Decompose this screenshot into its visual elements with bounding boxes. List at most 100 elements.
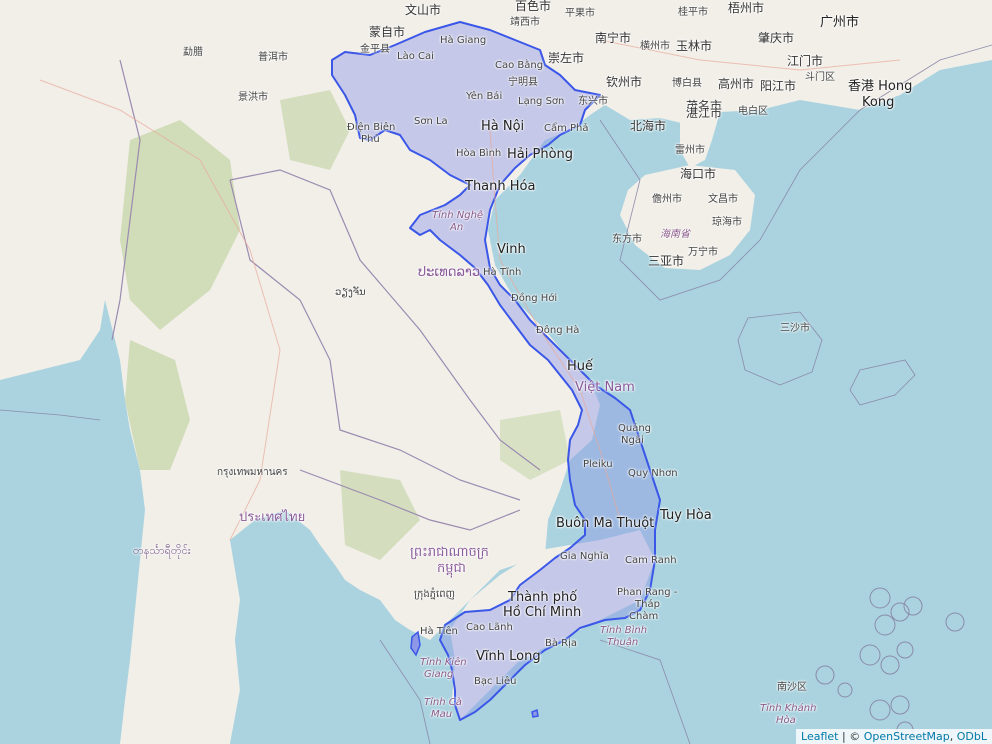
forest-patch (120, 120, 240, 330)
city-label: 横州市 (640, 41, 670, 52)
city-label: Cẩm Phả (544, 123, 589, 134)
city-label: 百色市 (515, 0, 552, 13)
city-label: Lạng Sơn (518, 96, 565, 107)
city-label: 玉林市 (676, 39, 713, 53)
osm-link[interactable]: OpenStreetMap (863, 730, 950, 743)
city-label: Buôn Ma Thuột (556, 516, 655, 531)
city-label: 江门市 (787, 54, 824, 68)
city-label: ວຽງຈັນ (335, 287, 366, 298)
city-label: Kong (862, 95, 895, 110)
city-label: Cam Ranh (625, 555, 677, 566)
province-label: An (450, 222, 464, 233)
odbl-link[interactable]: ODbL (956, 730, 987, 743)
city-label: 北海市 (630, 119, 667, 133)
reef-shape (880, 655, 900, 675)
city-label: Cao Lãnh (466, 622, 513, 633)
road-line (39, 79, 281, 541)
forest-patch (500, 410, 570, 480)
city-label: กรุงเทพมหานคร (217, 467, 288, 478)
maritime-boundary (599, 44, 992, 301)
attribution-separator: | (842, 730, 846, 743)
maritime-boundary (379, 639, 431, 744)
reef-shape (896, 641, 914, 659)
reef-shape (849, 359, 916, 406)
city-label: Lào Cai (397, 51, 434, 62)
con-dao-island (531, 708, 539, 718)
city-label: Hải Phòng (507, 147, 574, 162)
city-label: 阳江市 (760, 79, 797, 93)
city-label: ក្រុងភ្នំពេញ (414, 589, 456, 600)
city-label: Cao Bằng (495, 60, 544, 71)
city-label: 琼海市 (712, 217, 742, 228)
city-label: Vĩnh Long (476, 649, 541, 664)
city-label: 勐腊 (183, 47, 203, 58)
city-label: 文山市 (405, 3, 442, 17)
city-label: Hà Nội (481, 119, 525, 134)
maritime-boundary (599, 639, 691, 744)
city-label: 儋州市 (652, 194, 682, 205)
reef-shape (890, 602, 910, 622)
phu-quoc-island (410, 630, 421, 657)
city-label: 茂名市 (686, 99, 723, 113)
road-line (489, 129, 621, 521)
province-label: Giang (424, 669, 454, 680)
city-label: Hồ Chí Minh (503, 605, 582, 620)
city-label: Huế (567, 359, 594, 374)
city-label: 雷州市 (675, 145, 705, 156)
city-label: Sơn La (414, 116, 448, 127)
city-label: 平果市 (565, 8, 595, 19)
city-label: 电白区 (738, 106, 768, 117)
province-label: Mau (431, 709, 453, 720)
city-label: Phủ (361, 134, 380, 145)
city-label: Bạc Liêu (474, 676, 517, 687)
city-label: Bà Rịa (545, 638, 578, 649)
leaflet-link[interactable]: Leaflet (801, 730, 839, 743)
city-label: Đông Hà (536, 325, 580, 336)
province-label: Tỉnh Kiên (420, 657, 467, 668)
country-label: កម្ពុជា (437, 561, 466, 576)
land-gulf (230, 510, 430, 744)
forest-patch (280, 90, 350, 170)
city-label: Hòa Bình (456, 148, 502, 159)
reef-shape (945, 612, 965, 632)
city-label: Quảng (618, 423, 652, 434)
maritime-boundary (0, 409, 101, 421)
copyright-symbol: © (849, 730, 861, 743)
city-label: 万宁市 (688, 247, 718, 258)
city-label: 景洪市 (238, 92, 268, 103)
city-label: 斗门区 (805, 72, 835, 83)
city-label: 靖西市 (510, 17, 540, 28)
province-label: Thuận (607, 637, 639, 648)
city-label: 三亚市 (648, 254, 685, 268)
land-hainan (620, 165, 755, 270)
city-label: 南沙区 (777, 682, 807, 693)
vietnam-highlight[interactable] (331, 21, 661, 721)
city-label: Hà Giang (440, 35, 487, 46)
city-label: Đồng Hới (511, 293, 558, 304)
country-label: ព្រះរាជាណាចក្រ (410, 545, 489, 560)
city-label: 南宁市 (595, 31, 632, 45)
province-label: Hòa (776, 715, 796, 726)
city-label: 桂平市 (678, 7, 708, 18)
city-label: 博白县 (672, 78, 702, 89)
city-label: 文昌市 (708, 194, 738, 205)
border-line (229, 179, 521, 501)
city-label: 高州市 (718, 77, 755, 91)
province-label: Tỉnh Khánh (760, 703, 817, 714)
reef-shape (903, 596, 923, 616)
city-label: 广州市 (820, 15, 860, 30)
city-label: Điện Biên (347, 122, 396, 133)
city-label: 海口市 (680, 167, 717, 181)
city-label: 三沙市 (780, 323, 810, 334)
land-leizhou (680, 112, 720, 168)
road-line (599, 39, 901, 71)
border-line (299, 469, 521, 531)
city-label: Pleiku (583, 459, 613, 470)
city-label: 普洱市 (258, 52, 288, 63)
city-label: Ngãi (621, 435, 644, 446)
city-label: 宁明县 (508, 77, 538, 88)
city-label: Thành phố (508, 590, 578, 605)
city-label: 香港 Hong (848, 79, 913, 94)
